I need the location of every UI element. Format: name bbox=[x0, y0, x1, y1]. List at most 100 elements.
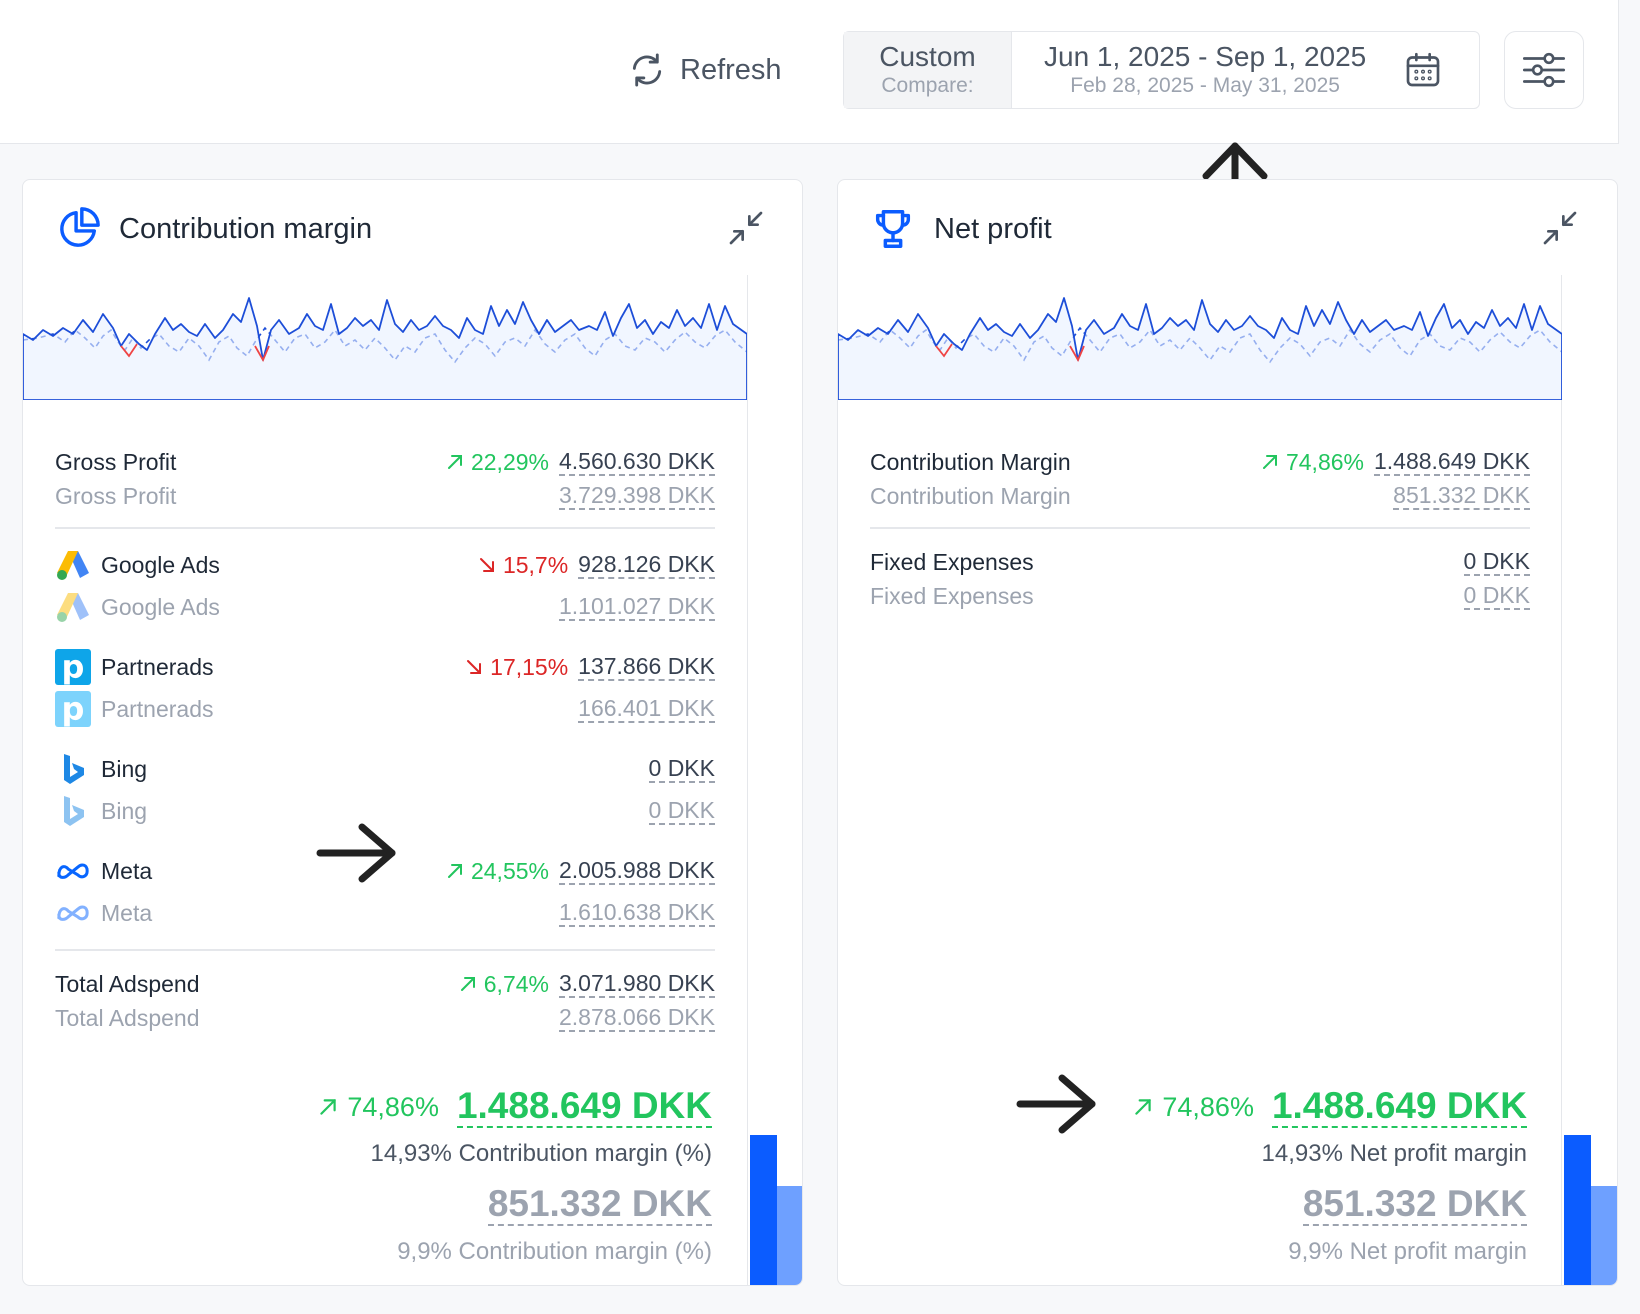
row-label: Partnerads bbox=[101, 653, 214, 680]
row-label: Bing bbox=[101, 755, 148, 782]
row-value[interactable]: 166.401 DKK bbox=[578, 694, 715, 723]
fixed-expenses-prev-row: Fixed Expenses 0 DKK bbox=[870, 579, 1530, 613]
refresh-label: Refresh bbox=[680, 53, 782, 86]
net-profit-total: 74,86% 1.488.649 DKK 14,93% Net profit m… bbox=[1132, 1086, 1527, 1266]
row-label: Fixed Expenses bbox=[870, 582, 1034, 609]
refresh-button[interactable]: Refresh bbox=[628, 44, 782, 96]
change-badge: 15,7% bbox=[477, 552, 568, 579]
divider bbox=[870, 527, 1530, 529]
row-label: Contribution Margin bbox=[870, 482, 1071, 509]
date-range-picker[interactable]: Custom Compare: Jun 1, 2025 - Sep 1, 202… bbox=[843, 31, 1480, 109]
arrow-up-right-icon bbox=[447, 455, 462, 469]
current-margin-bar bbox=[1564, 1135, 1591, 1285]
change-value: 22,29% bbox=[470, 448, 549, 475]
partnerads-icon: p bbox=[55, 691, 91, 727]
annotation-arrow-right bbox=[316, 823, 396, 883]
google-ads-icon bbox=[55, 589, 91, 625]
divider bbox=[55, 949, 715, 951]
arrow-down-right-icon bbox=[467, 660, 482, 674]
total-value[interactable]: 1.488.649 DKK bbox=[456, 1085, 712, 1128]
arrow-down-right-icon bbox=[479, 558, 494, 572]
total-previous-value[interactable]: 851.332 DKK bbox=[1302, 1183, 1527, 1226]
compare-range-text: Feb 28, 2025 - May 31, 2025 bbox=[1070, 74, 1340, 97]
row-label: Google Ads bbox=[101, 551, 220, 578]
row-value[interactable]: 1.101.027 DKK bbox=[558, 592, 715, 621]
total-previous-value[interactable]: 851.332 DKK bbox=[487, 1183, 712, 1226]
row-value[interactable]: 2.878.066 DKK bbox=[558, 1003, 715, 1032]
calendar-icon bbox=[1406, 52, 1440, 87]
sparkline-current bbox=[23, 297, 747, 400]
change-value: 17,15% bbox=[490, 653, 569, 680]
date-range-display[interactable]: Jun 1, 2025 - Sep 1, 2025 Feb 28, 2025 -… bbox=[1012, 32, 1479, 108]
row-value[interactable]: 1.488.649 DKK bbox=[1373, 447, 1530, 476]
contribution-margin-total: 74,86% 1.488.649 DKK 14,93% Contribution… bbox=[317, 1086, 712, 1266]
row-label: Gross Profit bbox=[55, 448, 177, 475]
row-value[interactable]: 1.610.638 DKK bbox=[558, 898, 715, 927]
row-value[interactable]: 3.729.398 DKK bbox=[558, 481, 715, 510]
change-badge: 24,55% bbox=[445, 858, 549, 885]
row-value[interactable]: 0 DKK bbox=[1463, 581, 1530, 610]
google-ads-prev-row: Google Ads 1.101.027 DKK bbox=[55, 585, 715, 629]
settings-filter-button[interactable] bbox=[1504, 31, 1584, 109]
change-value: 6,74% bbox=[483, 970, 549, 997]
previous-margin-bar bbox=[1591, 1186, 1617, 1285]
range-mode-label: Custom bbox=[879, 41, 976, 72]
partnerads-row: p Partnerads 17,15% 137.866 DKK bbox=[55, 647, 715, 687]
arrow-up-right-icon bbox=[320, 1099, 337, 1115]
contribution-margin-card: Contribution margin Gross Profit 22,29% … bbox=[22, 179, 803, 1286]
total-adspend-row: Total Adspend 6,74% 3.071.980 DKK bbox=[55, 967, 715, 1001]
row-value[interactable]: 851.332 DKK bbox=[1393, 481, 1530, 510]
row-value[interactable]: 3.071.980 DKK bbox=[558, 969, 715, 998]
refresh-icon bbox=[632, 53, 662, 87]
change-value: 15,7% bbox=[502, 551, 569, 578]
contribution-margin-row: Contribution Margin 74,86% 1.488.649 DKK bbox=[870, 445, 1530, 479]
collapse-icon[interactable] bbox=[726, 208, 766, 248]
total-subtitle: 14,93% Contribution margin (%) bbox=[370, 1140, 713, 1167]
row-value[interactable]: 928.126 DKK bbox=[578, 550, 715, 579]
partnerads-icon: p bbox=[55, 649, 91, 685]
card-title: Contribution margin bbox=[119, 212, 373, 245]
meta-icon bbox=[55, 895, 91, 931]
row-value[interactable]: 0 DKK bbox=[648, 754, 715, 783]
divider bbox=[55, 527, 715, 529]
row-label: Google Ads bbox=[101, 593, 220, 620]
card-title: Net profit bbox=[934, 212, 1052, 245]
row-value[interactable]: 2.005.988 DKK bbox=[558, 856, 715, 885]
sparkline-chart bbox=[838, 297, 1562, 400]
partnerads-prev-row: p Partnerads 166.401 DKK bbox=[55, 687, 715, 731]
row-value[interactable]: 0 DKK bbox=[648, 796, 715, 825]
row-label: Meta bbox=[101, 857, 153, 884]
breakdown-list: Contribution Margin 74,86% 1.488.649 DKK… bbox=[870, 445, 1530, 613]
range-mode[interactable]: Custom Compare: bbox=[844, 32, 1012, 108]
row-label: Fixed Expenses bbox=[870, 548, 1034, 575]
change-badge: 6,74% bbox=[458, 971, 549, 998]
row-label: Total Adspend bbox=[55, 1004, 200, 1031]
arrow-up-right-icon bbox=[460, 977, 475, 991]
collapse-icon[interactable] bbox=[1540, 208, 1580, 248]
row-value[interactable]: 0 DKK bbox=[1463, 547, 1530, 576]
bing-icon bbox=[55, 751, 91, 787]
total-change-badge: 74,86% bbox=[317, 1092, 439, 1123]
row-label: Bing bbox=[101, 797, 148, 824]
annotation-arrow-right bbox=[1016, 1074, 1096, 1134]
change-badge: 22,29% bbox=[445, 449, 549, 476]
arrow-up-right-icon bbox=[1262, 455, 1277, 469]
breakdown-list: Gross Profit 22,29% 4.560.630 DKK Gross … bbox=[55, 445, 715, 1035]
date-range-text: Jun 1, 2025 - Sep 1, 2025 bbox=[1044, 41, 1367, 72]
meta-prev-row: Meta 1.610.638 DKK bbox=[55, 891, 715, 935]
row-label: Gross Profit bbox=[55, 482, 177, 509]
total-value[interactable]: 1.488.649 DKK bbox=[1271, 1085, 1527, 1128]
google-ads-icon bbox=[55, 547, 91, 583]
row-value[interactable]: 4.560.630 DKK bbox=[558, 447, 715, 476]
gross-profit-row: Gross Profit 22,29% 4.560.630 DKK bbox=[55, 445, 715, 479]
change-badge: 74,86% bbox=[1260, 449, 1364, 476]
row-value[interactable]: 137.866 DKK bbox=[578, 652, 715, 681]
gross-profit-prev-row: Gross Profit 3.729.398 DKK bbox=[55, 479, 715, 513]
pie-chart-icon bbox=[60, 207, 100, 247]
total-change-badge: 74,86% bbox=[1132, 1092, 1254, 1123]
change-badge: 17,15% bbox=[464, 654, 568, 681]
compare-label: Compare: bbox=[881, 74, 974, 97]
previous-margin-bar bbox=[777, 1186, 802, 1285]
sparkline-current bbox=[838, 297, 1562, 400]
divider bbox=[1561, 275, 1562, 1285]
